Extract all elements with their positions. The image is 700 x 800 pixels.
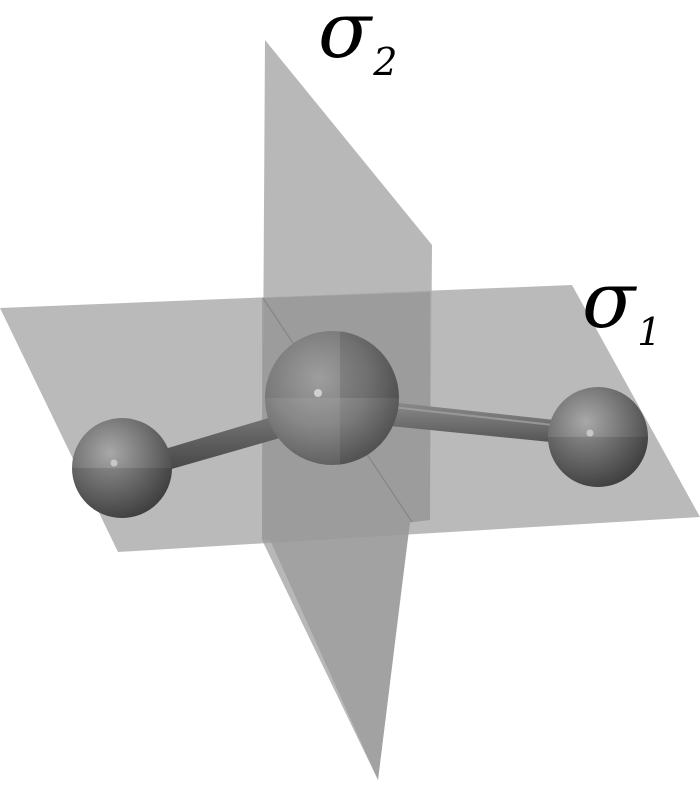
sigma-1-label: σ1 xyxy=(582,262,661,351)
sigma-1-symbol: σ xyxy=(582,256,636,346)
sigma-2-symbol: σ xyxy=(318,0,372,76)
left-atom xyxy=(72,418,172,518)
sigma-1-subscript: 1 xyxy=(637,310,662,354)
right-atom xyxy=(548,387,648,487)
sigma-2-plane-lower-wedge xyxy=(262,522,410,780)
central-atom xyxy=(264,331,400,466)
sigma-2-label: σ2 xyxy=(318,0,397,81)
sigma-2-subscript: 2 xyxy=(373,40,398,84)
